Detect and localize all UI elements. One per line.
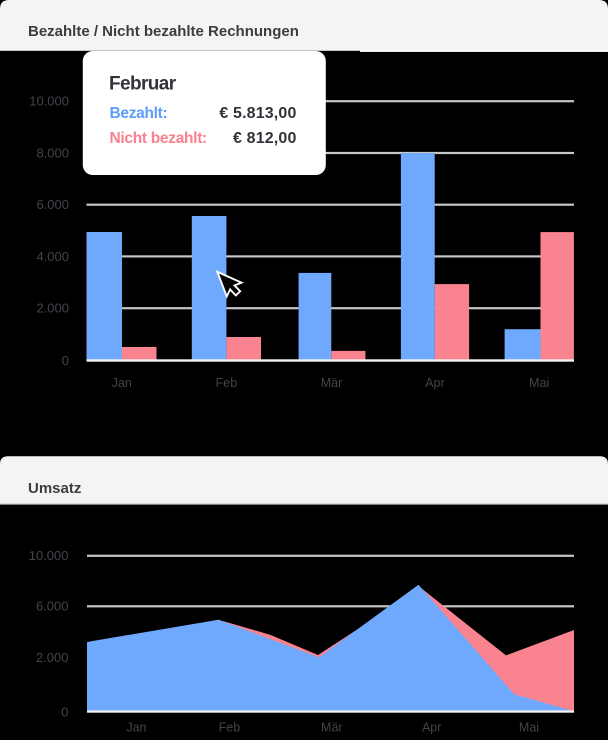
svg-text:Bezahlte / Nicht bezahlte Rech: Bezahlte / Nicht bezahlte Rechnungen [28,23,299,40]
svg-text:Bezahlt:: Bezahlt: [110,105,168,122]
svg-text:€ 812,00: € 812,00 [233,130,296,147]
svg-text:Jan: Jan [112,376,132,390]
svg-text:Mai: Mai [529,376,549,390]
svg-text:10.000: 10.000 [29,548,69,563]
svg-text:Feb: Feb [216,376,238,390]
svg-text:€ 5.813,00: € 5.813,00 [219,105,296,122]
svg-text:10.000: 10.000 [29,94,69,109]
svg-text:Februar: Februar [109,73,177,94]
svg-text:Mär: Mär [321,376,343,390]
svg-text:0: 0 [61,704,68,719]
svg-text:8.000: 8.000 [36,145,69,160]
svg-text:6.000: 6.000 [36,197,69,212]
svg-text:Nicht bezahlt:: Nicht bezahlt: [110,130,207,147]
svg-text:2.000: 2.000 [36,301,69,316]
svg-text:Jan: Jan [126,720,146,734]
svg-text:Mai: Mai [519,720,539,734]
svg-text:Apr: Apr [425,376,444,390]
svg-text:Mär: Mär [321,720,343,734]
svg-text:Apr: Apr [422,720,441,734]
svg-text:Umsatz: Umsatz [28,480,81,497]
svg-text:6.000: 6.000 [36,599,69,614]
svg-text:2.000: 2.000 [36,650,69,665]
svg-text:Feb: Feb [219,720,241,734]
svg-text:4.000: 4.000 [36,249,69,264]
svg-text:0: 0 [62,353,69,368]
